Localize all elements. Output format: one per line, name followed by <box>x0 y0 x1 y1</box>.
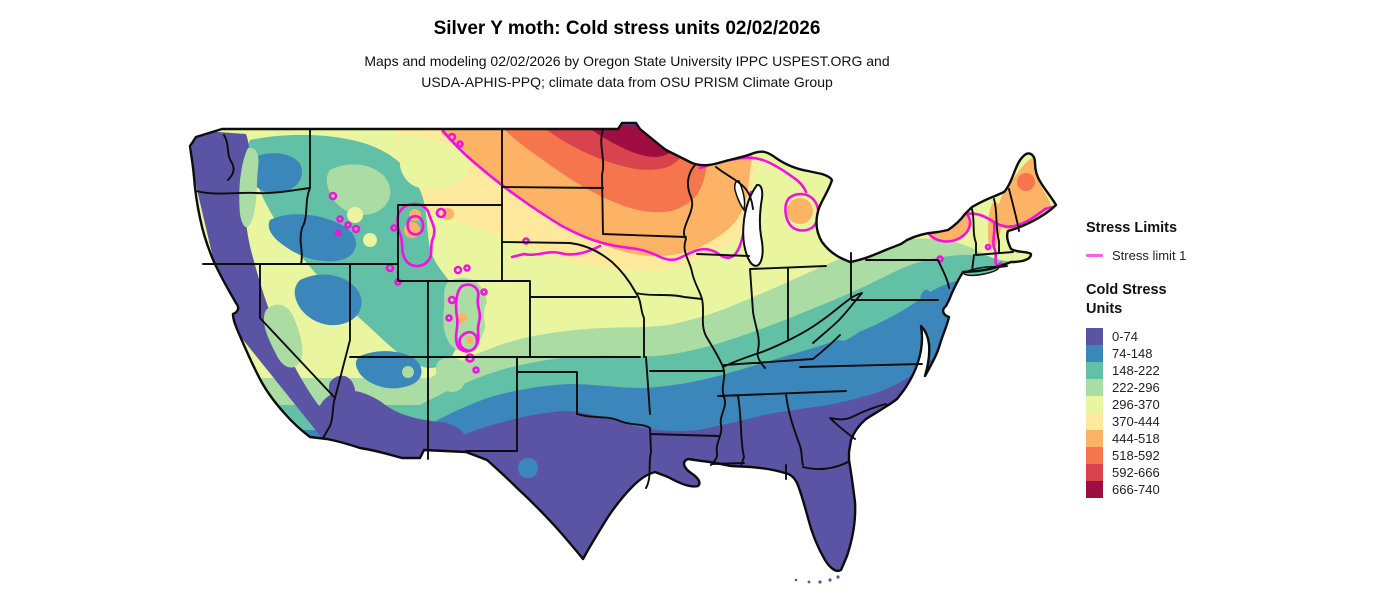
class-row: 666-740 <box>1086 481 1326 498</box>
map-subtitle-line2: USDA-APHIS-PPQ; climate data from OSU PR… <box>421 74 833 90</box>
figure-header: Silver Y moth: Cold stress units 02/02/2… <box>27 18 1227 93</box>
class-row: 0-74 <box>1086 328 1326 345</box>
class-row: 370-444 <box>1086 413 1326 430</box>
range-label: 0-74 <box>1112 329 1139 344</box>
stress-limit-line-swatch <box>1086 254 1103 257</box>
color-swatch <box>1086 413 1103 430</box>
color-swatch <box>1086 464 1103 481</box>
florida-keys <box>794 575 840 584</box>
range-label: 74-148 <box>1112 346 1153 361</box>
stress-limit-label: Stress limit 1 <box>1112 248 1187 263</box>
range-label: 592-666 <box>1112 465 1160 480</box>
range-label: 518-592 <box>1112 448 1160 463</box>
legend: Stress Limits Stress limit 1 Cold Stress… <box>1086 220 1326 498</box>
color-swatch <box>1086 447 1103 464</box>
color-swatch <box>1086 362 1103 379</box>
range-label: 666-740 <box>1112 482 1160 497</box>
range-label: 444-518 <box>1112 431 1160 446</box>
color-swatch <box>1086 396 1103 413</box>
range-label: 222-296 <box>1112 380 1160 395</box>
color-swatch <box>1086 328 1103 345</box>
cold-stress-header: Cold Stress Units <box>1086 282 1167 317</box>
color-swatch <box>1086 345 1103 362</box>
class-row: 592-666 <box>1086 464 1326 481</box>
color-swatch <box>1086 481 1103 498</box>
map-region-fill <box>190 123 1056 571</box>
map-title: Silver Y moth: Cold stress units 02/02/2… <box>433 18 821 39</box>
range-label: 148-222 <box>1112 363 1160 378</box>
map-subtitle: Maps and modeling 02/02/2026 by Oregon S… <box>27 51 1227 93</box>
class-row: 444-518 <box>1086 430 1326 447</box>
stress-limit-legend-item: Stress limit 1 <box>1086 248 1326 263</box>
class-row: 148-222 <box>1086 362 1326 379</box>
color-swatch <box>1086 430 1103 447</box>
color-swatch <box>1086 379 1103 396</box>
class-row: 74-148 <box>1086 345 1326 362</box>
range-label: 370-444 <box>1112 414 1160 429</box>
class-row: 222-296 <box>1086 379 1326 396</box>
stress-limits-header: Stress Limits <box>1086 220 1178 236</box>
lake-michigan <box>734 180 764 267</box>
range-label: 296-370 <box>1112 397 1160 412</box>
class-row: 296-370 <box>1086 396 1326 413</box>
stress-limit-contours <box>328 129 1055 374</box>
class-row: 518-592 <box>1086 447 1326 464</box>
map-subtitle-line1: Maps and modeling 02/02/2026 by Oregon S… <box>364 53 890 69</box>
cold-stress-class-list: 0-74 74-148 148-222 222-296 296-370 370-444 44… <box>1086 328 1326 498</box>
